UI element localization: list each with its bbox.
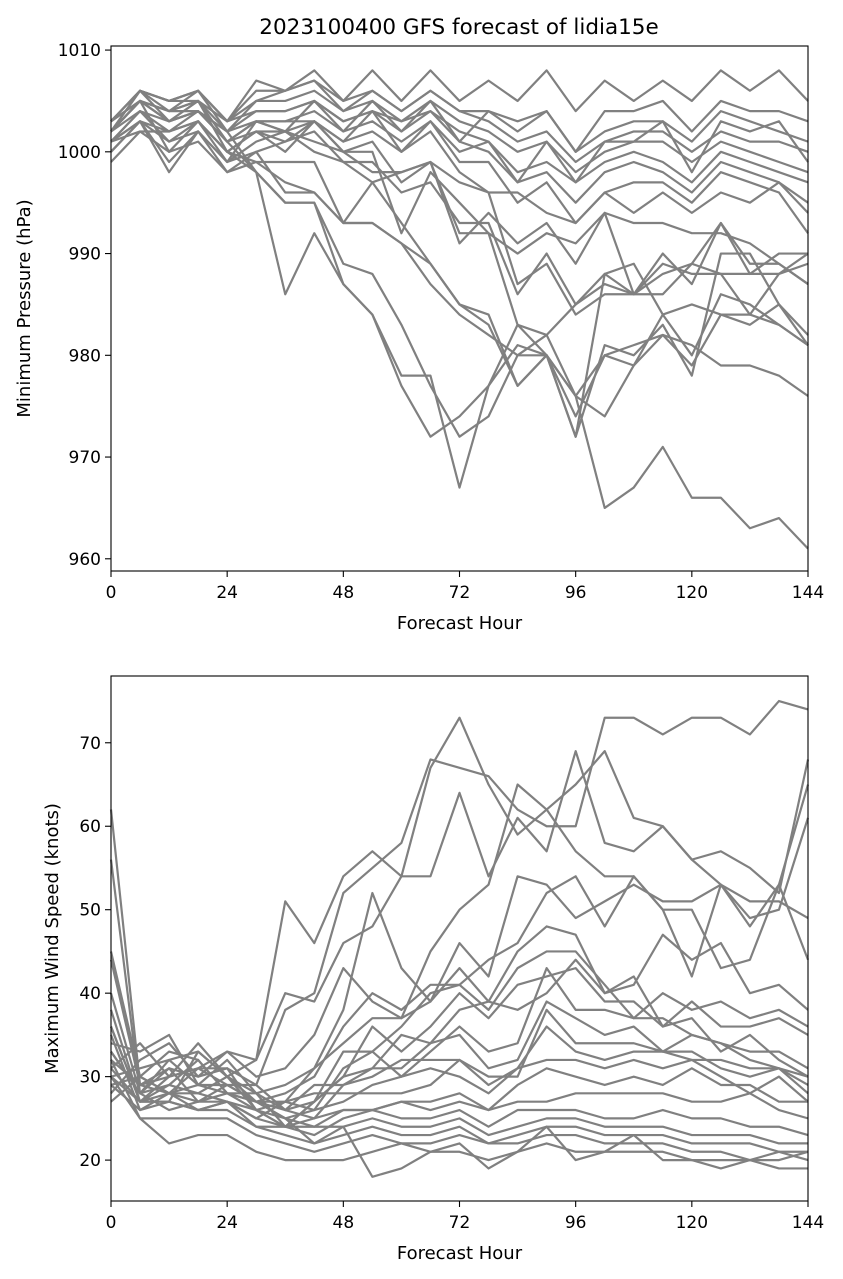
pressure-y-tick-label: 980: [69, 346, 101, 366]
pressure-series-line-15: [110, 89, 809, 174]
wind-x-tick-label: 120: [676, 1213, 708, 1233]
pressure-chart: 960 970 980 990 1000 1010 0 24 48 72 96 120 144 For…: [14, 41, 824, 634]
pressure-series-lines: [110, 69, 809, 550]
wind-y-tick-label: 70: [79, 734, 101, 754]
wind-x-tick-label: 144: [792, 1213, 824, 1233]
wind-x-tick-label: 24: [216, 1213, 238, 1233]
wind-series-line-23: [109, 1026, 809, 1178]
pressure-series-line-12: [110, 99, 809, 234]
pressure-y-tick-label: 1010: [58, 41, 101, 61]
wind-x-tick-label: 72: [449, 1213, 471, 1233]
wind-series-lines: [109, 699, 810, 1178]
wind-y-tick-label: 40: [79, 984, 101, 1004]
wind-series-line-14: [110, 1025, 809, 1112]
figure-title: 2023100400 GFS forecast of lidia15e: [259, 15, 658, 40]
wind-x-axis-label: Forecast Hour: [397, 1243, 523, 1264]
wind-y-tick-label: 60: [79, 817, 101, 837]
pressure-x-tick-label: 72: [449, 583, 471, 603]
wind-series-line-4: [109, 783, 810, 1087]
wind-series-line-9: [110, 967, 809, 1128]
pressure-y-ticks: 960 970 980 990 1000 1010: [58, 41, 111, 570]
wind-chart: 20 30 40 50 60 70 0 24 48 72 96 120 144 Forecast Ho…: [42, 675, 824, 1264]
wind-x-tick-label: 0: [106, 1213, 117, 1233]
wind-series-line-21: [110, 1059, 809, 1162]
pressure-series-line-20: [110, 99, 809, 174]
pressure-y-axis-label: Minimum Pressure (hPa): [14, 199, 35, 417]
pressure-x-tick-label: 48: [333, 583, 355, 603]
pressure-y-tick-label: 960: [69, 550, 101, 570]
pressure-x-tick-label: 0: [106, 583, 117, 603]
pressure-series-line-19: [110, 130, 809, 398]
wind-series-line-19: [109, 1009, 808, 1145]
pressure-series-line-18: [110, 69, 809, 123]
wind-plot-frame: [110, 675, 809, 1202]
wind-series-line-20: [109, 1034, 808, 1153]
wind-x-tick-label: 96: [565, 1213, 587, 1233]
wind-y-tick-label: 50: [79, 901, 101, 921]
pressure-x-tick-label: 120: [676, 583, 708, 603]
pressure-x-axis-label: Forecast Hour: [397, 613, 523, 634]
wind-y-tick-label: 20: [79, 1151, 101, 1171]
wind-x-ticks: 0 24 48 72 96 120 144: [106, 1201, 824, 1233]
pressure-y-tick-label: 990: [69, 245, 101, 265]
pressure-x-tick-label: 24: [216, 583, 238, 603]
wind-x-tick-label: 48: [333, 1213, 355, 1233]
wind-y-ticks: 20 30 40 50 60 70: [79, 734, 111, 1171]
pressure-x-tick-label: 144: [792, 583, 824, 603]
wind-series-line-12: [110, 1000, 809, 1128]
wind-y-tick-label: 30: [79, 1068, 101, 1088]
pressure-series-line-21: [110, 110, 809, 184]
pressure-x-ticks: 0 24 48 72 96 120 144: [106, 571, 824, 603]
pressure-y-tick-label: 1000: [58, 143, 101, 163]
pressure-x-tick-label: 96: [565, 583, 587, 603]
wind-y-axis-label: Maximum Wind Speed (knots): [42, 803, 63, 1074]
pressure-y-tick-label: 970: [69, 448, 101, 468]
pressure-plot-frame: [110, 45, 809, 572]
